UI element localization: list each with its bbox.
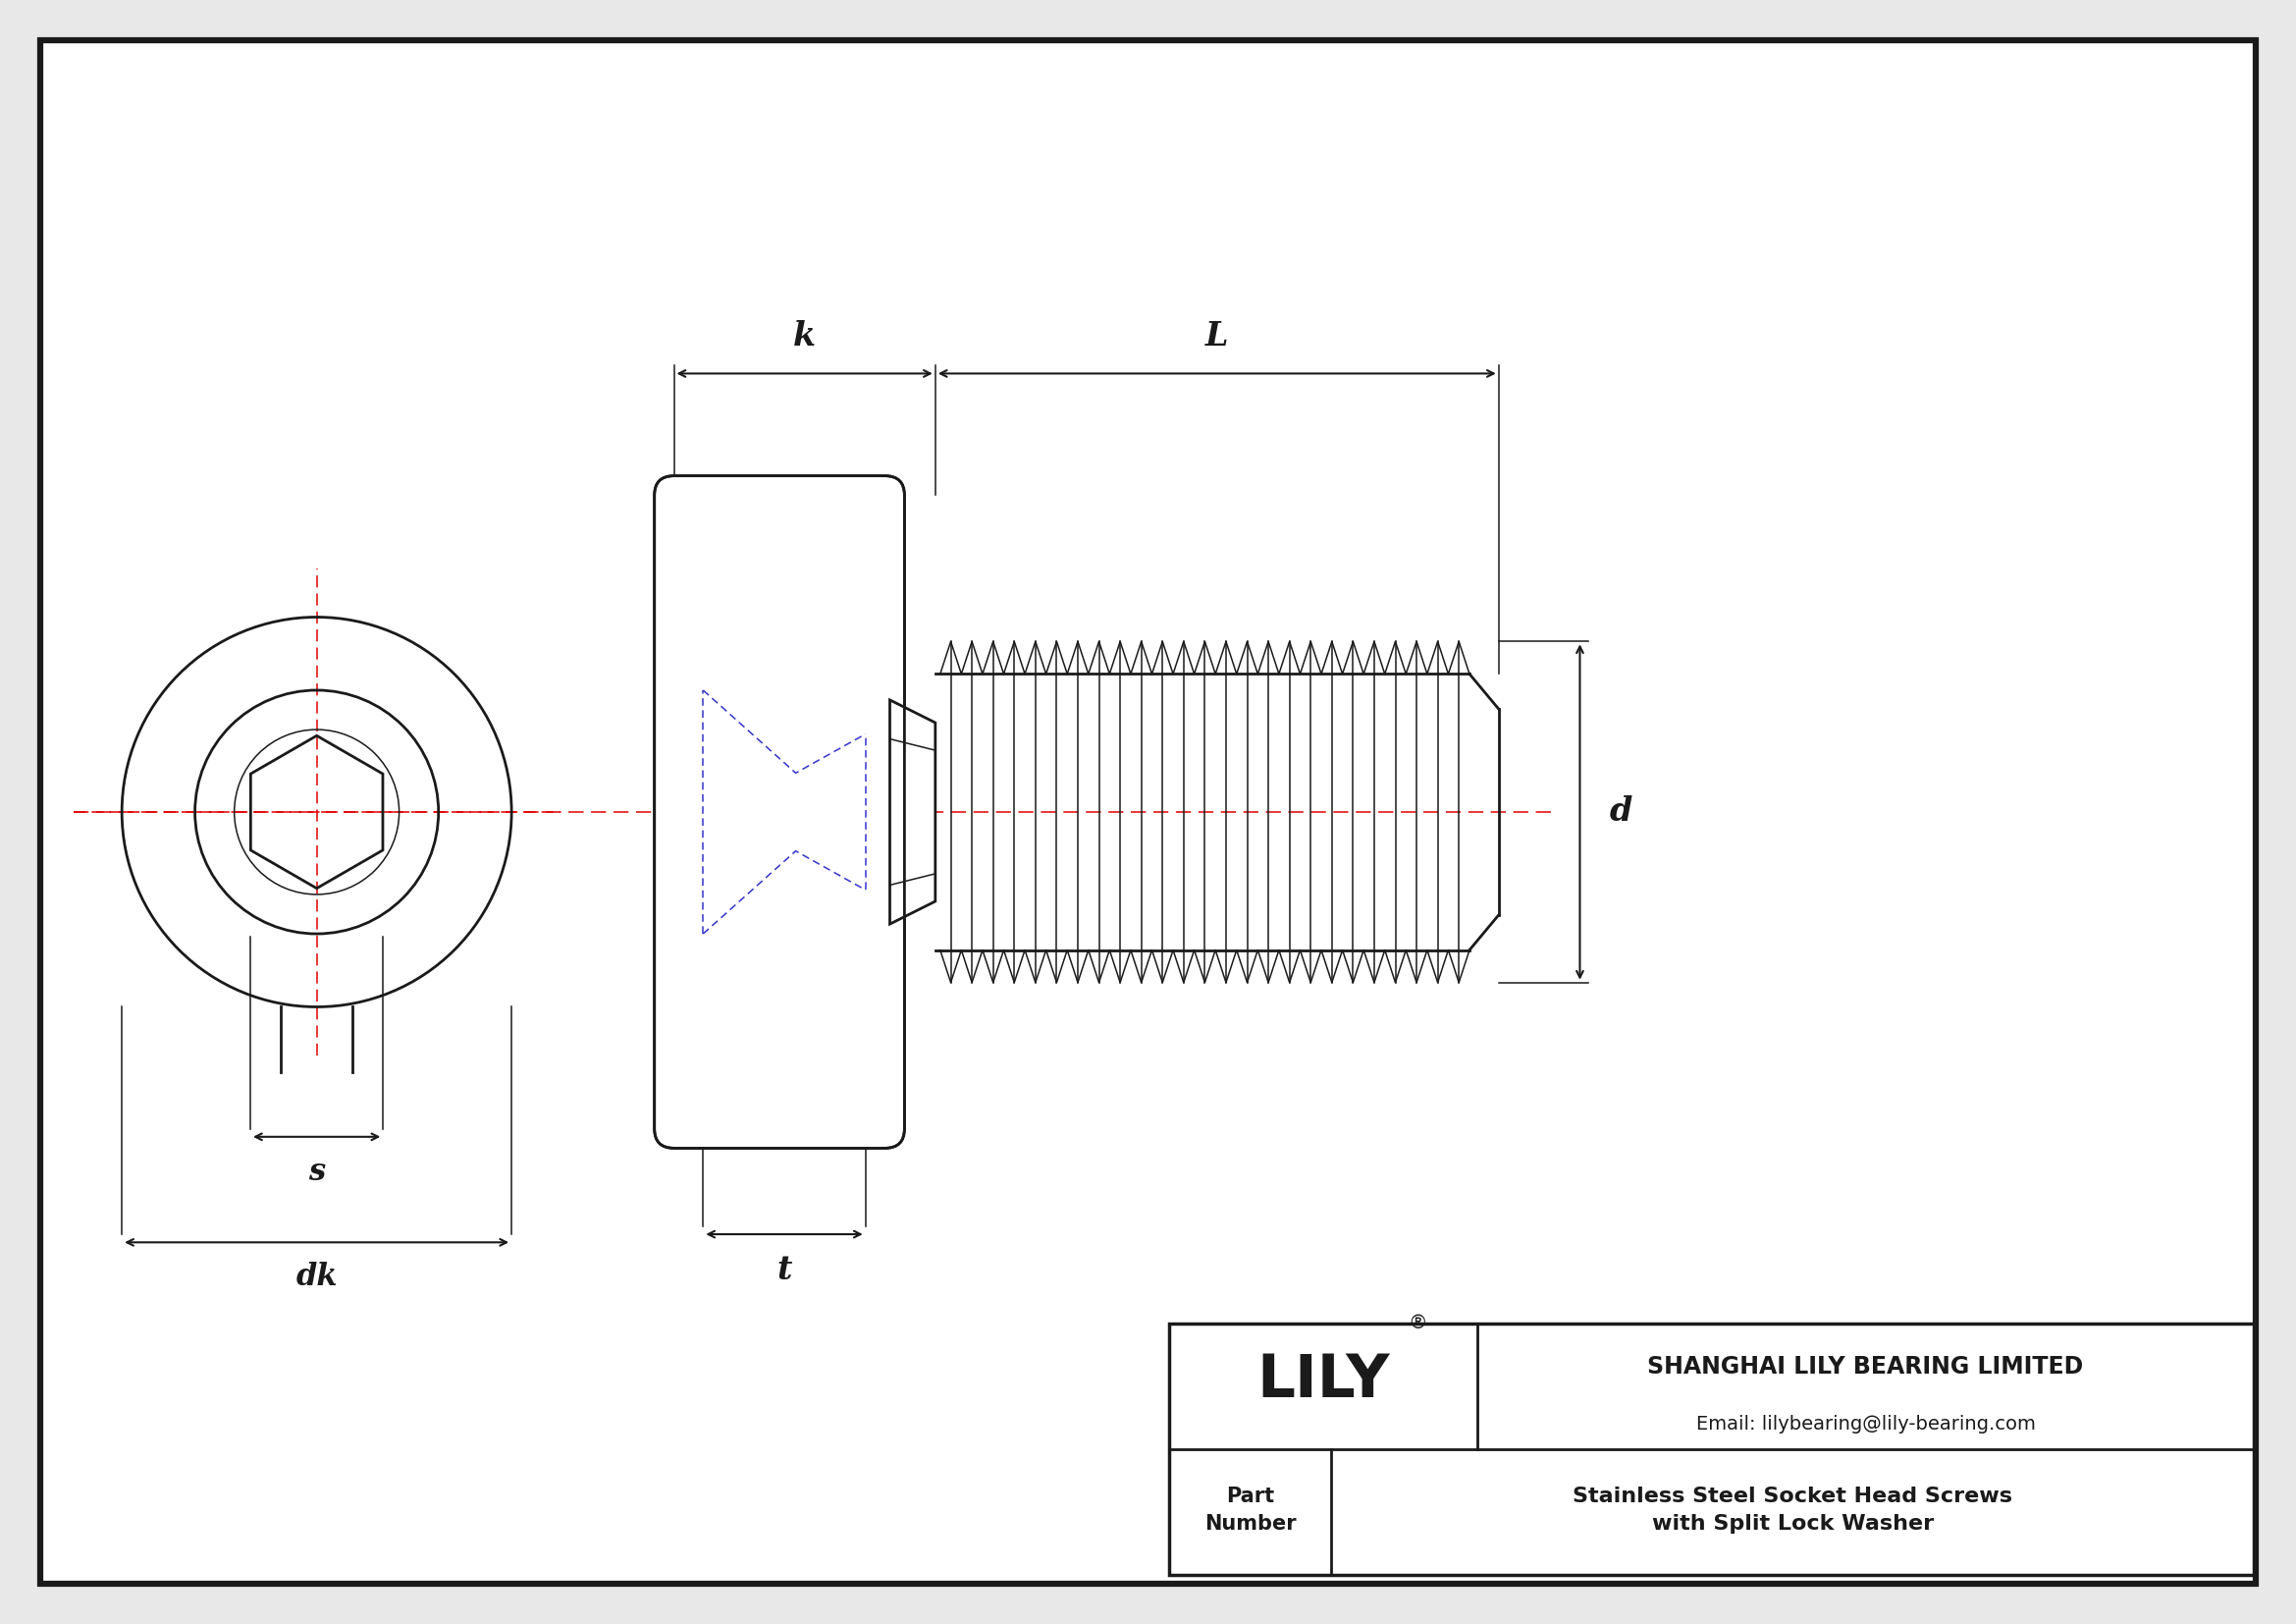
Text: t: t	[776, 1254, 792, 1286]
Text: ®: ®	[1407, 1314, 1428, 1332]
Text: dk: dk	[296, 1262, 338, 1293]
Text: d: d	[1609, 796, 1632, 828]
Polygon shape	[891, 700, 934, 924]
Text: Part
Number: Part Number	[1205, 1486, 1297, 1533]
Text: L: L	[1205, 320, 1228, 352]
Text: SHANGHAI LILY BEARING LIMITED: SHANGHAI LILY BEARING LIMITED	[1649, 1354, 2085, 1379]
Text: LILY: LILY	[1256, 1353, 1389, 1410]
Bar	[1169, 1324, 2255, 1575]
Text: s: s	[308, 1156, 326, 1187]
FancyBboxPatch shape	[654, 476, 905, 1148]
Text: Stainless Steel Socket Head Screws
with Split Lock Washer: Stainless Steel Socket Head Screws with …	[1573, 1486, 2014, 1533]
Text: k: k	[792, 320, 815, 352]
Text: Email: lilybearing@lily-bearing.com: Email: lilybearing@lily-bearing.com	[1697, 1415, 2034, 1434]
